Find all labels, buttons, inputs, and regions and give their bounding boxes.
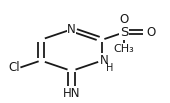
Text: N: N — [67, 23, 76, 36]
Text: H: H — [106, 63, 114, 73]
Text: CH₃: CH₃ — [114, 44, 134, 54]
Text: O: O — [147, 26, 156, 39]
Text: O: O — [120, 13, 129, 26]
Text: N: N — [99, 54, 108, 67]
Text: S: S — [120, 26, 128, 39]
Text: Cl: Cl — [8, 61, 20, 74]
Text: HN: HN — [63, 87, 80, 100]
